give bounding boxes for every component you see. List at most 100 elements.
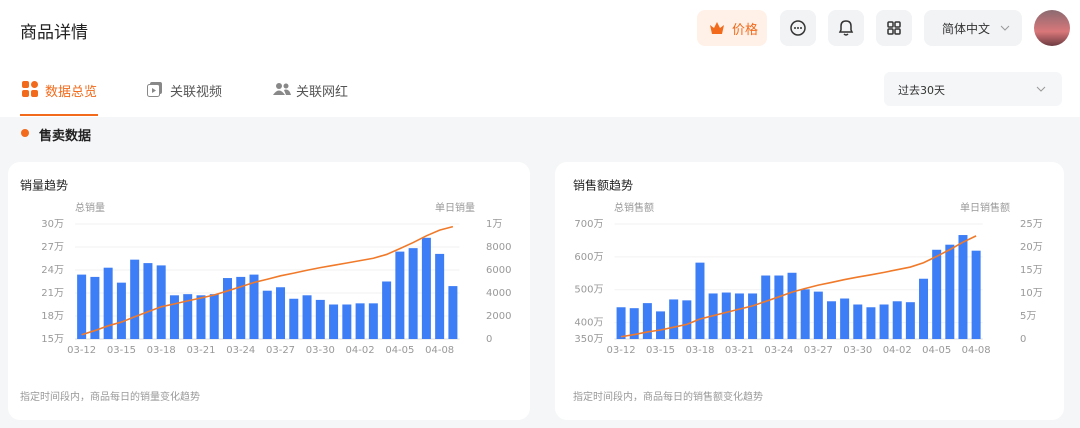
x-tick-label: 03-27 — [804, 345, 833, 356]
y2-tick-label: 0 — [486, 334, 492, 345]
language-label: 简体中文 — [942, 22, 991, 36]
tab[interactable]: 数据总览 — [45, 85, 98, 100]
bar — [826, 301, 836, 339]
bar — [629, 308, 639, 339]
bar — [355, 303, 365, 339]
y2-tick-label: 1万 — [486, 219, 502, 230]
x-tick-label: 03-27 — [266, 345, 295, 356]
bar — [222, 278, 232, 339]
y-tick-label: 600万 — [574, 252, 603, 263]
y2-tick-label: 8000 — [486, 242, 511, 253]
x-tick-label: 03-12 — [67, 345, 96, 356]
chevron — [1000, 25, 1010, 31]
y-axis-label: 总销售额 — [614, 201, 654, 214]
y-tick-label: 15万 — [41, 334, 64, 345]
bar — [236, 276, 246, 339]
bar — [209, 294, 219, 339]
bar — [932, 249, 942, 339]
y-tick-label: 700万 — [574, 219, 603, 230]
y-tick-label: 24万 — [41, 265, 64, 276]
bar — [721, 292, 731, 339]
tab-icon — [273, 83, 291, 95]
page-title: 商品详情 — [20, 23, 88, 43]
tab[interactable]: 关联网红 — [296, 85, 349, 100]
bar — [971, 250, 981, 339]
chart-title: 销售额趋势 — [573, 178, 633, 193]
bar — [892, 301, 902, 339]
bar — [302, 295, 312, 339]
x-tick-label: 04-08 — [962, 345, 991, 356]
bar — [813, 291, 823, 339]
y-tick-label: 30万 — [41, 219, 64, 230]
avatar[interactable] — [1034, 10, 1070, 46]
y2-tick-label: 20万 — [1020, 242, 1043, 253]
bar — [368, 303, 378, 339]
x-tick-label: 03-18 — [147, 345, 176, 356]
x-tick-label: 03-15 — [107, 345, 136, 356]
bar — [853, 304, 863, 339]
chart-note: 指定时间段内，商品每日的销量变化趋势 — [20, 390, 200, 403]
x-tick-label: 04-08 — [425, 345, 454, 356]
line — [620, 235, 977, 338]
apps-button[interactable] — [876, 10, 912, 46]
bar — [421, 237, 431, 339]
x-tick-label: 04-05 — [385, 345, 414, 356]
bar — [695, 262, 705, 339]
bar — [945, 244, 955, 339]
x-tick-label: 03-18 — [685, 345, 714, 356]
bar — [958, 235, 968, 339]
icon — [887, 21, 901, 35]
bar — [382, 281, 392, 339]
tab[interactable]: 关联视频 — [170, 85, 223, 100]
bar — [289, 298, 299, 339]
y-tick-label: 21万 — [41, 288, 64, 299]
y2-tick-label: 25万 — [1020, 219, 1043, 230]
message-button[interactable] — [780, 10, 816, 46]
bar — [249, 274, 259, 339]
bar — [276, 287, 286, 339]
x-tick-label: 03-30 — [843, 345, 872, 356]
date-select[interactable]: 过去30天 — [884, 72, 1062, 106]
bar — [669, 299, 679, 339]
price-label: 价格 — [732, 23, 759, 38]
bar — [315, 299, 325, 339]
bar — [840, 298, 850, 339]
bar — [169, 295, 179, 339]
x-tick-label: 03-24 — [226, 345, 255, 356]
y2-tick-label: 6000 — [486, 265, 511, 276]
y2-axis-label: 单日销售额 — [960, 201, 1010, 214]
price-button[interactable]: 价格 — [697, 10, 767, 46]
y2-tick-label: 10万 — [1020, 288, 1043, 299]
chart-title: 销量趋势 — [20, 179, 68, 193]
bar — [329, 304, 339, 339]
bar — [183, 294, 193, 339]
bar — [734, 293, 744, 339]
bar — [435, 253, 445, 339]
chart-note: 指定时间段内，商品每日的销售额变化趋势 — [573, 390, 763, 403]
x-tick-label: 04-05 — [922, 345, 951, 356]
bar — [656, 311, 666, 339]
bar — [77, 274, 87, 339]
bar — [748, 293, 758, 339]
tab-icon — [22, 81, 38, 97]
bar — [919, 278, 929, 339]
bell-button[interactable] — [828, 10, 864, 46]
y2-tick-label: 2000 — [486, 311, 511, 322]
bar — [879, 304, 889, 339]
section-title: 售卖数据 — [39, 129, 92, 144]
bar — [642, 303, 652, 339]
bar — [196, 295, 206, 339]
bar — [787, 272, 797, 339]
x-tick-label: 03-21 — [725, 345, 754, 356]
language-select[interactable]: 简体中文 — [924, 10, 1022, 46]
bar — [156, 265, 166, 339]
line — [81, 225, 454, 336]
y2-tick-label: 4000 — [486, 288, 511, 299]
chart-card: 销量趋势 总销量 单日销量 指定时间段内，商品每日的销量变化趋势 15万 18万 21万 24… — [8, 162, 530, 420]
y-tick-label: 400万 — [574, 318, 603, 329]
bar — [130, 259, 140, 339]
icon — [838, 20, 854, 36]
chevron — [1036, 86, 1046, 92]
